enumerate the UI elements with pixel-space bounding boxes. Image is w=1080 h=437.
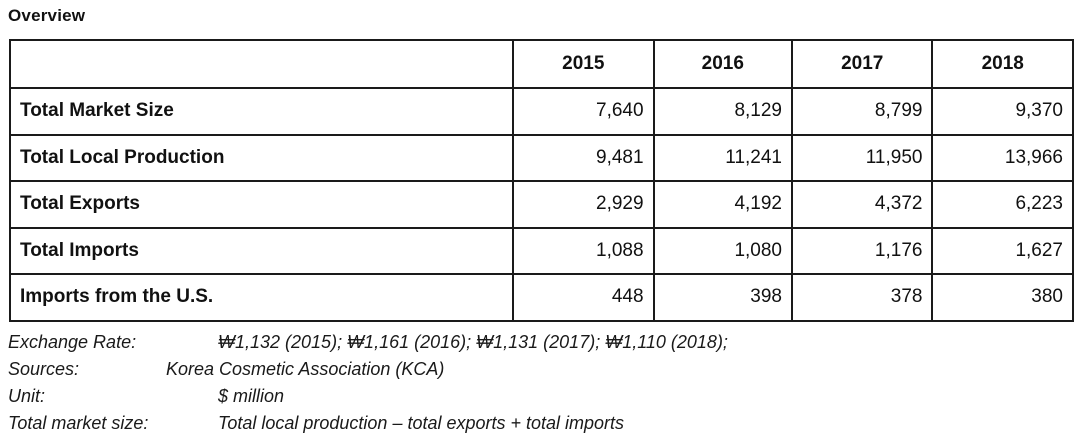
value-cell: 1,088 (512, 226, 655, 275)
row-label: Total Imports (8, 226, 515, 275)
row-label: Imports from the U.S. (8, 273, 515, 322)
row-label: Total Exports (8, 180, 515, 229)
value-cell: 448 (512, 273, 655, 322)
table-row: Total Local Production 9,481 11,241 11,9… (8, 133, 1074, 182)
value-cell: 378 (790, 273, 934, 322)
header-cell-year: 2017 (790, 39, 934, 89)
overview-table: 2015 2016 2017 2018 Total Market Size 7,… (8, 39, 1074, 322)
table-header-row: 2015 2016 2017 2018 (8, 39, 1074, 89)
note-label: Exchange Rate: (8, 332, 137, 352)
header-cell-year: 2018 (931, 39, 1074, 89)
value-cell: 8,129 (652, 87, 793, 136)
note-value: Korea Cosmetic Association (KCA) (166, 359, 445, 379)
note-value: Total local production – total exports +… (218, 413, 625, 433)
header-cell-year: 2016 (652, 39, 793, 89)
value-cell: 11,950 (790, 133, 934, 182)
value-cell: 8,799 (790, 87, 934, 136)
note-label: Unit: (8, 386, 46, 406)
value-cell: 6,223 (931, 180, 1074, 229)
table-row: Imports from the U.S. 448 398 378 380 (8, 273, 1074, 322)
value-cell: 11,241 (652, 133, 793, 182)
value-cell: 380 (931, 273, 1074, 322)
note-value: ₩1,132 (2015); ₩1,161 (2016); ₩1,131 (20… (218, 332, 728, 352)
value-cell: 9,481 (512, 133, 655, 182)
value-cell: 1,080 (652, 226, 793, 275)
table-row: Total Exports 2,929 4,192 4,372 6,223 (8, 180, 1074, 229)
note-value: $ million (218, 386, 285, 406)
value-cell: 7,640 (512, 87, 655, 136)
value-cell: 1,627 (931, 226, 1074, 275)
header-cell-empty (8, 39, 515, 89)
note-label: Total market size: (8, 413, 149, 433)
value-cell: 13,966 (931, 133, 1074, 182)
header-cell-year: 2015 (512, 39, 655, 89)
note-label: Sources: (8, 359, 80, 379)
value-cell: 398 (652, 273, 793, 322)
value-cell: 2,929 (512, 180, 655, 229)
row-label: Total Local Production (8, 133, 515, 182)
value-cell: 9,370 (931, 87, 1074, 136)
row-label: Total Market Size (8, 87, 515, 136)
value-cell: 4,192 (652, 180, 793, 229)
table-row: Total Market Size 7,640 8,129 8,799 9,37… (8, 87, 1074, 136)
page-title: Overview (8, 6, 86, 25)
value-cell: 1,176 (790, 226, 934, 275)
table-row: Total Imports 1,088 1,080 1,176 1,627 (8, 226, 1074, 275)
value-cell: 4,372 (790, 180, 934, 229)
